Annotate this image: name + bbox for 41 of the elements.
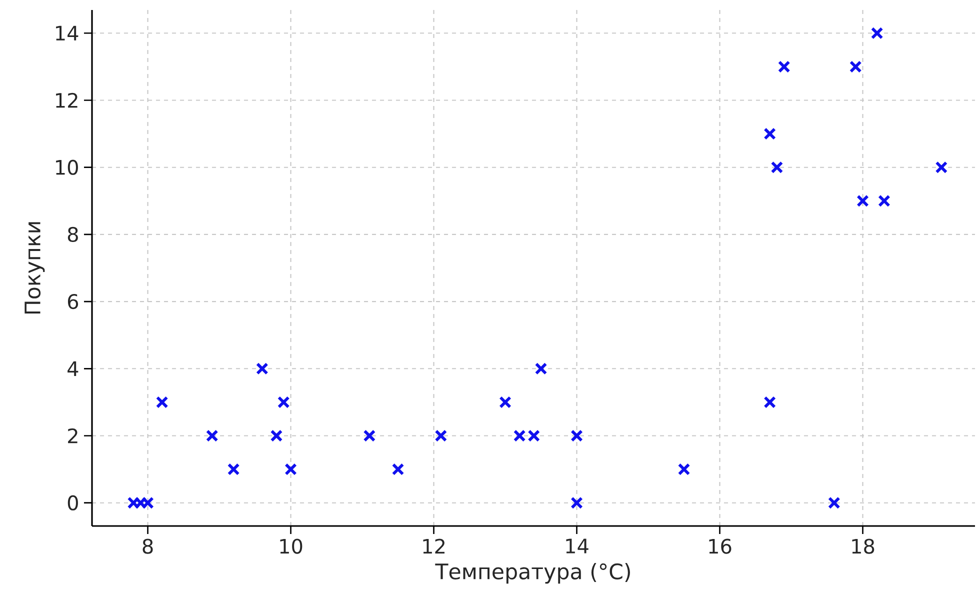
point	[828, 496, 840, 510]
point	[277, 396, 290, 408]
y-axis-title: Покупки	[24, 222, 45, 314]
point	[778, 60, 790, 73]
point	[270, 430, 283, 442]
y-tick-label: 10	[56, 160, 78, 175]
x-tick-label: 8	[142, 538, 153, 554]
point	[284, 463, 297, 476]
point	[499, 396, 512, 408]
point	[764, 128, 776, 140]
y-tick-label: 14	[56, 26, 78, 40]
point	[878, 194, 890, 208]
point	[227, 463, 240, 476]
x-tick-label: 12	[423, 538, 444, 554]
point	[363, 430, 376, 442]
x-axis-title: Температура (°C)	[435, 562, 630, 584]
point	[392, 463, 404, 476]
y-tick-label: 8	[68, 226, 78, 242]
point	[856, 194, 869, 208]
y-tick-label: 4	[68, 361, 78, 376]
y-tick-label: 2	[68, 428, 78, 444]
point	[870, 26, 884, 40]
x-tick-label: 10	[280, 538, 302, 554]
y-tick-label: 12	[56, 92, 78, 108]
point	[534, 362, 548, 375]
y-tick-label: 0	[68, 495, 78, 510]
point	[570, 496, 583, 510]
point	[570, 430, 583, 442]
x-tick-label: 14	[566, 538, 588, 554]
point	[678, 463, 690, 476]
x-tick-label: 18	[852, 538, 874, 554]
point	[770, 161, 784, 174]
point	[935, 161, 948, 174]
point	[206, 430, 218, 442]
point	[434, 430, 448, 442]
point	[849, 60, 862, 73]
y-tick-label: 6	[68, 294, 78, 310]
x-tick-label: 16	[709, 538, 732, 554]
point	[764, 396, 776, 408]
point	[256, 362, 268, 375]
point	[156, 396, 168, 408]
